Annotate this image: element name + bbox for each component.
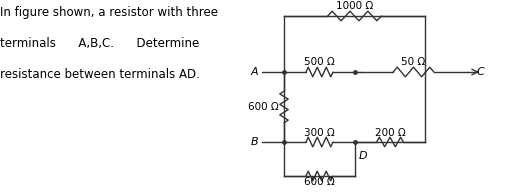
Text: D: D [358,151,367,161]
Text: 1000 Ω: 1000 Ω [335,1,372,11]
Text: A: A [250,67,258,77]
Text: terminals      A,B,C.      Determine: terminals A,B,C. Determine [1,37,199,50]
Text: resistance between terminals AD.: resistance between terminals AD. [1,68,200,81]
Text: 600 Ω: 600 Ω [248,102,278,112]
Text: 200 Ω: 200 Ω [374,128,405,138]
Text: In figure shown, a resistor with three: In figure shown, a resistor with three [1,6,218,19]
Text: B: B [250,137,258,147]
Text: C: C [476,67,484,77]
Text: 600 Ω: 600 Ω [304,177,334,187]
Text: 300 Ω: 300 Ω [304,128,334,138]
Text: 500 Ω: 500 Ω [304,57,334,67]
Text: 50 Ω: 50 Ω [400,57,425,67]
